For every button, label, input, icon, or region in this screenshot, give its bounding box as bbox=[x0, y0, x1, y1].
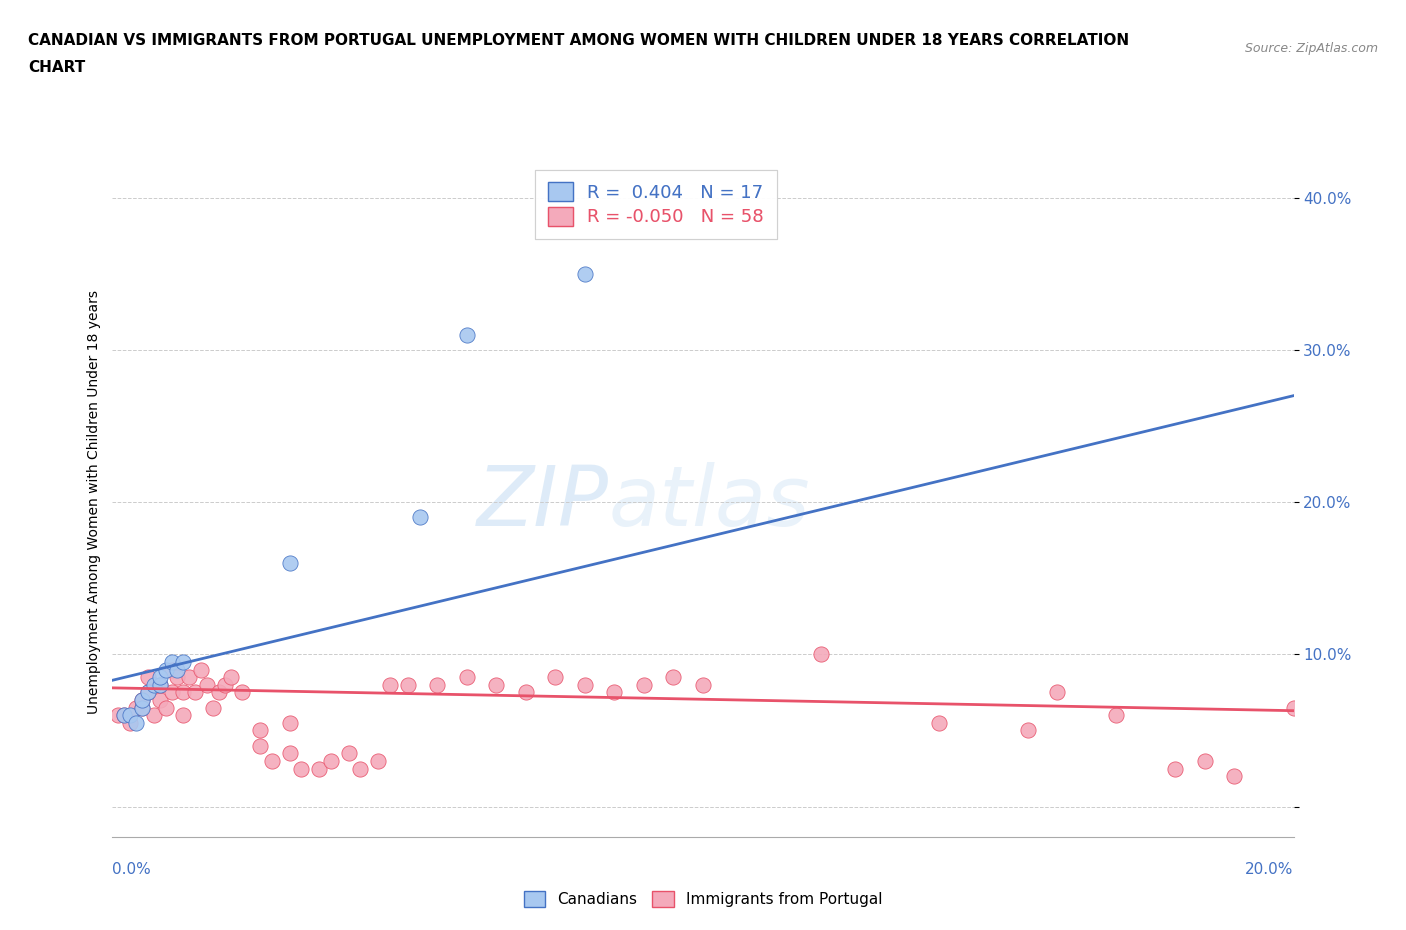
Point bbox=[249, 723, 271, 737]
Point bbox=[337, 746, 360, 761]
Point bbox=[120, 708, 142, 723]
Point bbox=[1046, 685, 1069, 700]
Point bbox=[319, 753, 342, 768]
Point bbox=[278, 715, 301, 730]
Point bbox=[515, 685, 537, 700]
Point bbox=[692, 677, 714, 692]
Point bbox=[155, 700, 177, 715]
Point bbox=[179, 670, 201, 684]
Point bbox=[155, 662, 177, 677]
Text: ZIP: ZIP bbox=[477, 461, 609, 543]
Point bbox=[195, 677, 218, 692]
Point bbox=[136, 685, 159, 700]
Point bbox=[149, 670, 172, 684]
Point bbox=[149, 677, 172, 692]
Point bbox=[290, 761, 312, 776]
Point bbox=[260, 753, 283, 768]
Legend: R =  0.404   N = 17, R = -0.050   N = 58: R = 0.404 N = 17, R = -0.050 N = 58 bbox=[534, 170, 776, 239]
Point bbox=[1282, 700, 1305, 715]
Point bbox=[172, 685, 194, 700]
Point bbox=[278, 746, 301, 761]
Point bbox=[172, 655, 194, 670]
Point bbox=[208, 685, 231, 700]
Point bbox=[633, 677, 655, 692]
Point bbox=[184, 685, 207, 700]
Point bbox=[136, 670, 159, 684]
Point bbox=[149, 677, 172, 692]
Point bbox=[190, 662, 212, 677]
Point bbox=[378, 677, 401, 692]
Point bbox=[214, 677, 236, 692]
Point bbox=[142, 677, 165, 692]
Point bbox=[928, 715, 950, 730]
Point bbox=[603, 685, 626, 700]
Point bbox=[201, 700, 224, 715]
Point bbox=[426, 677, 449, 692]
Point bbox=[408, 510, 430, 525]
Point bbox=[131, 693, 153, 708]
Point bbox=[219, 670, 242, 684]
Legend: Canadians, Immigrants from Portugal: Canadians, Immigrants from Portugal bbox=[517, 884, 889, 913]
Point bbox=[142, 708, 165, 723]
Point bbox=[149, 693, 172, 708]
Text: CANADIAN VS IMMIGRANTS FROM PORTUGAL UNEMPLOYMENT AMONG WOMEN WITH CHILDREN UNDE: CANADIAN VS IMMIGRANTS FROM PORTUGAL UNE… bbox=[28, 33, 1129, 47]
Point bbox=[131, 693, 153, 708]
Point bbox=[125, 700, 148, 715]
Point bbox=[278, 555, 301, 570]
Point bbox=[172, 708, 194, 723]
Y-axis label: Unemployment Among Women with Children Under 18 years: Unemployment Among Women with Children U… bbox=[87, 290, 101, 714]
Point bbox=[112, 708, 135, 723]
Point bbox=[544, 670, 567, 684]
Point bbox=[396, 677, 419, 692]
Point bbox=[1164, 761, 1187, 776]
Point bbox=[1194, 753, 1216, 768]
Point bbox=[120, 715, 142, 730]
Point bbox=[166, 670, 188, 684]
Point bbox=[249, 738, 271, 753]
Text: 0.0%: 0.0% bbox=[112, 862, 152, 877]
Point bbox=[112, 708, 135, 723]
Point bbox=[231, 685, 253, 700]
Point bbox=[160, 662, 183, 677]
Point bbox=[349, 761, 371, 776]
Point bbox=[1223, 769, 1246, 784]
Point bbox=[1017, 723, 1039, 737]
Point bbox=[456, 327, 478, 342]
Point bbox=[107, 708, 129, 723]
Point bbox=[131, 700, 153, 715]
Point bbox=[160, 685, 183, 700]
Point bbox=[166, 662, 188, 677]
Point bbox=[367, 753, 389, 768]
Point bbox=[574, 267, 596, 282]
Point bbox=[160, 655, 183, 670]
Point bbox=[136, 685, 159, 700]
Point bbox=[456, 670, 478, 684]
Point bbox=[810, 647, 832, 662]
Text: atlas: atlas bbox=[609, 461, 810, 543]
Point bbox=[662, 670, 685, 684]
Point bbox=[131, 700, 153, 715]
Point bbox=[308, 761, 330, 776]
Point bbox=[125, 715, 148, 730]
Point bbox=[1105, 708, 1128, 723]
Text: 20.0%: 20.0% bbox=[1246, 862, 1294, 877]
Point bbox=[574, 677, 596, 692]
Text: Source: ZipAtlas.com: Source: ZipAtlas.com bbox=[1244, 42, 1378, 55]
Text: CHART: CHART bbox=[28, 60, 86, 75]
Point bbox=[485, 677, 508, 692]
